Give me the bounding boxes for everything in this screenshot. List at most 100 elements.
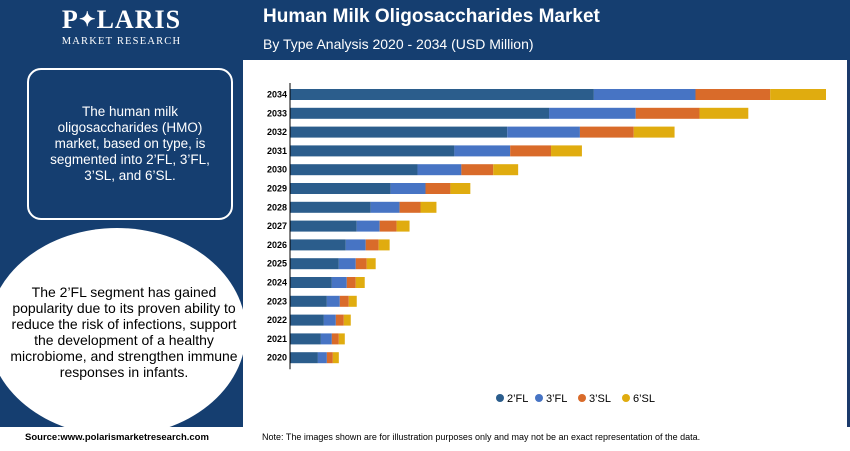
bar-chart: 2034 2033 2032 2031 2030 2029 2028 2027 2026 2025…: [267, 83, 826, 405]
bar-2020-series-2: [326, 352, 333, 364]
bar-2022-series-1: [323, 314, 336, 326]
bar-2021-series-0: [290, 333, 321, 345]
bar-2027-series-3: [396, 220, 410, 232]
tick-label-2023: 2023: [267, 296, 287, 306]
highlight-circle: The 2’FL segment has gained popularity d…: [0, 228, 246, 436]
bar-2020-series-1: [317, 352, 327, 364]
bar-2033-series-0: [290, 107, 550, 119]
bar-2033-series-3: [699, 107, 749, 119]
bar-2027-series-2: [379, 220, 397, 232]
legend-label-3: 6’SL: [633, 393, 655, 405]
bar-2023-series-3: [348, 295, 357, 307]
bar-2028-series-0: [290, 201, 371, 213]
tick-label-2031: 2031: [267, 146, 287, 156]
chart-subtitle: By Type Analysis 2020 - 2034 (USD Millio…: [263, 36, 534, 52]
bar-2021-series-1: [320, 333, 332, 345]
logo-name-start: P: [61, 5, 79, 34]
bar-2033-series-1: [549, 107, 636, 119]
chart-title: Human Milk Oligosaccharides Market: [263, 6, 600, 27]
bar-2022-series-2: [335, 314, 344, 326]
bar-2022-series-0: [290, 314, 324, 326]
bar-2032-series-2: [579, 126, 634, 138]
tick-label-2022: 2022: [267, 315, 287, 325]
bar-2024-series-3: [355, 277, 365, 288]
bar-2020-series-0: [290, 352, 318, 364]
bar-2031-series-1: [454, 145, 511, 157]
bar-2020-series-3: [332, 352, 339, 364]
bar-2025-series-2: [355, 258, 367, 270]
bar-2030-series-3: [493, 164, 519, 176]
tick-label-2033: 2033: [267, 108, 287, 118]
bar-2026-series-0: [290, 239, 346, 251]
bar-2032-series-0: [290, 126, 508, 138]
bar-2029-series-2: [425, 183, 451, 194]
bar-2031-series-0: [290, 145, 455, 157]
legend-label-0: 2’FL: [507, 393, 528, 405]
bar-2030-series-2: [461, 164, 494, 176]
tick-label-2029: 2029: [267, 184, 287, 194]
tick-labels: 2034 2033 2032 2031 2030 2029 2028 2027 2026 2025…: [267, 90, 287, 363]
source-text: Source:www.polarismarketresearch.com: [25, 432, 209, 443]
bar-2027-series-0: [290, 220, 357, 232]
tick-label-2021: 2021: [267, 334, 287, 344]
tick-label-2020: 2020: [267, 353, 287, 363]
legend-marker-0: [496, 394, 504, 402]
bar-2032-series-1: [507, 126, 580, 138]
legend-marker-3: [622, 394, 630, 402]
legend: 2’FL 3’FL 3’SL 6’SL: [496, 393, 655, 405]
bar-2032-series-3: [633, 126, 675, 138]
bar-2024-series-1: [331, 277, 347, 288]
info-text: The human milk oligosaccharides (HMO) ma…: [50, 104, 210, 183]
legend-marker-1: [535, 394, 543, 402]
bar-2022-series-3: [343, 314, 351, 326]
bar-2025-series-3: [366, 258, 376, 270]
bar-2030-series-0: [290, 164, 418, 176]
tick-label-2028: 2028: [267, 202, 287, 212]
bars-layer: [290, 89, 826, 364]
bar-2029-series-0: [290, 183, 391, 194]
legend-marker-2: [578, 394, 586, 402]
bar-2029-series-3: [450, 183, 471, 194]
bar-2024-series-2: [346, 277, 356, 288]
bar-2021-series-2: [331, 333, 339, 345]
bar-2028-series-1: [370, 201, 400, 213]
bar-2021-series-3: [338, 333, 345, 345]
bar-2025-series-0: [290, 258, 339, 270]
disclaimer-note: Note: The images shown are for illustrat…: [262, 432, 701, 442]
legend-label-2: 3’SL: [589, 393, 611, 405]
bar-2031-series-3: [551, 145, 582, 157]
bar-2029-series-1: [390, 183, 426, 194]
footer-band: [0, 427, 850, 451]
tick-label-2027: 2027: [267, 221, 287, 231]
bar-2034-series-2: [695, 89, 771, 100]
logo-subtitle: MARKET RESEARCH: [61, 36, 182, 47]
bar-2034-series-0: [290, 89, 594, 100]
bar-2034-series-1: [593, 89, 696, 100]
bar-2023-series-1: [326, 295, 340, 307]
info-box: The human milk oligosaccharides (HMO) ma…: [27, 68, 233, 220]
bar-2027-series-1: [356, 220, 380, 232]
logo: P✦LARIS MARKET RESEARCH: [0, 6, 243, 48]
tick-label-2032: 2032: [267, 127, 287, 137]
bar-2023-series-2: [339, 295, 349, 307]
tick-label-2034: 2034: [267, 90, 287, 100]
bar-2026-series-3: [378, 239, 390, 251]
bar-2023-series-0: [290, 295, 327, 307]
bar-2034-series-3: [770, 89, 826, 100]
bar-2026-series-2: [365, 239, 379, 251]
tick-label-2024: 2024: [267, 278, 287, 288]
bar-2031-series-2: [510, 145, 552, 157]
tick-label-2026: 2026: [267, 240, 287, 250]
tick-label-2030: 2030: [267, 165, 287, 175]
legend-label-1: 3’FL: [546, 393, 567, 405]
tick-label-2025: 2025: [267, 259, 287, 269]
bar-2033-series-2: [635, 107, 700, 119]
bar-2024-series-0: [290, 277, 332, 288]
bar-2026-series-1: [345, 239, 366, 251]
bar-2025-series-1: [338, 258, 356, 270]
bar-2030-series-1: [417, 164, 462, 176]
bar-2028-series-2: [399, 201, 421, 213]
logo-name-end: LARIS: [96, 5, 182, 34]
bar-2028-series-3: [420, 201, 437, 213]
highlight-text: The 2’FL segment has gained popularity d…: [10, 284, 238, 380]
